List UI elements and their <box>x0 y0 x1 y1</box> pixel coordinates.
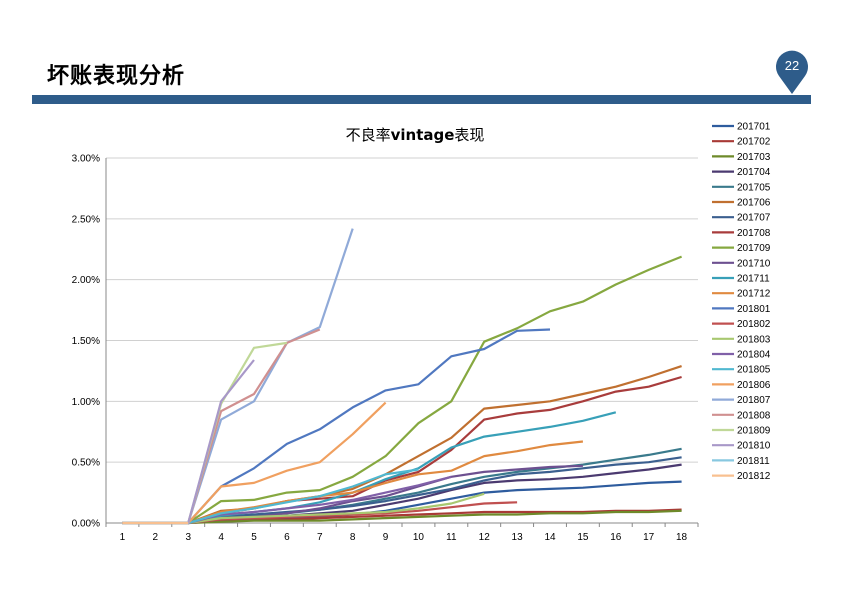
x-tick-label: 5 <box>251 532 257 543</box>
legend-label: 201808 <box>737 410 771 421</box>
chart-title: 不良率vintage表现 <box>346 126 485 144</box>
legend-label: 201706 <box>737 198 771 209</box>
x-tick-label: 10 <box>413 532 425 543</box>
legend-label: 201703 <box>737 152 771 163</box>
y-tick-label: 2.00% <box>72 275 100 286</box>
legend-label: 201705 <box>737 182 771 193</box>
page-number: 22 <box>785 58 799 73</box>
x-tick-label: 12 <box>479 532 491 543</box>
legend-label: 201806 <box>737 380 771 391</box>
legend-label: 201804 <box>737 350 771 361</box>
y-tick-label: 3.00% <box>72 154 100 165</box>
x-tick-label: 18 <box>676 532 688 543</box>
legend-label: 201812 <box>737 471 771 482</box>
x-tick-label: 3 <box>185 532 191 543</box>
legend-label: 201709 <box>737 243 771 254</box>
legend-label: 201805 <box>737 365 771 376</box>
y-tick-label: 1.50% <box>72 336 100 347</box>
legend-label: 201701 <box>737 122 771 133</box>
x-tick-label: 8 <box>350 532 356 543</box>
x-tick-label: 17 <box>643 532 655 543</box>
legend-label: 201809 <box>737 426 771 437</box>
legend-label: 201702 <box>737 137 771 148</box>
header-bar <box>32 95 811 104</box>
x-tick-label: 4 <box>218 532 224 543</box>
series-line-201706 <box>122 365 682 525</box>
series-lines <box>122 228 683 525</box>
series-line-201808 <box>122 328 321 525</box>
x-tick-label: 1 <box>120 532 126 543</box>
y-tick-label: 0.00% <box>72 519 100 530</box>
x-tick-label: 16 <box>610 532 622 543</box>
legend-label: 201707 <box>737 213 771 224</box>
x-tick-label: 14 <box>544 532 556 543</box>
legend-label: 201711 <box>737 274 770 285</box>
grid-lines <box>106 157 698 524</box>
series-line-201809 <box>122 341 288 525</box>
y-tick-label: 1.00% <box>72 397 100 408</box>
y-tick-label: 0.50% <box>72 458 100 469</box>
x-tick-label: 7 <box>317 532 323 543</box>
x-tick-label: 15 <box>577 532 589 543</box>
page-number-badge-icon: 22 <box>776 50 808 94</box>
legend-label: 201708 <box>737 228 771 239</box>
legend-label: 201810 <box>737 441 771 452</box>
legend-label: 201802 <box>737 319 771 330</box>
legend: 201701 201702 201703 201704 201705 201706 2017… <box>712 122 771 482</box>
x-tick-label: 13 <box>512 532 524 543</box>
legend-label: 201704 <box>737 167 771 178</box>
legend-label: 201803 <box>737 334 771 345</box>
y-tick-label: 2.50% <box>72 214 100 225</box>
series-line-201709 <box>122 255 683 525</box>
legend-label: 201807 <box>737 395 771 406</box>
legend-label: 201801 <box>737 304 771 315</box>
axes: 0.00%0.50%1.00%1.50%2.00%2.50%3.00%1 2 3 4 5… <box>72 154 699 543</box>
slide-title: 坏账表现分析 <box>47 64 186 89</box>
series-line-201703 <box>122 509 682 525</box>
legend-label: 201811 <box>737 456 770 467</box>
series-line-201810 <box>122 359 255 525</box>
legend-label: 201710 <box>737 258 771 269</box>
x-tick-label: 11 <box>446 532 457 543</box>
legend-label: 201712 <box>737 289 771 300</box>
x-tick-label: 6 <box>284 532 290 543</box>
x-tick-label: 9 <box>383 532 389 543</box>
x-tick-label: 2 <box>153 532 159 543</box>
